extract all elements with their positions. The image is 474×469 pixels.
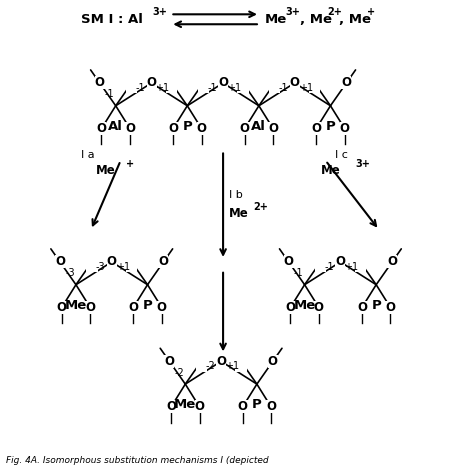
Text: +1: +1 [299,83,313,93]
Text: O: O [194,401,204,413]
Text: +1: +1 [225,361,239,371]
Text: -1: -1 [325,262,334,272]
Text: O: O [107,256,117,268]
Text: Me: Me [320,164,340,177]
Text: -1: -1 [136,83,146,93]
Text: -1: -1 [207,83,217,93]
Text: O: O [164,355,174,368]
Text: O: O [238,76,248,90]
Text: I b: I b [229,190,243,200]
Text: +: + [367,8,375,17]
Text: O: O [290,76,300,90]
Text: P: P [143,299,153,311]
Text: O: O [197,122,207,135]
Text: O: O [283,256,293,268]
Text: O: O [85,301,95,314]
Text: O: O [341,76,351,90]
Text: O: O [387,256,397,268]
Text: O: O [266,401,276,413]
Text: +1: +1 [227,83,241,93]
Text: Me: Me [65,299,87,311]
Text: +1: +1 [155,83,170,93]
Text: -2: -2 [174,368,184,378]
Text: -3: -3 [65,268,75,278]
Text: O: O [270,76,280,90]
Text: Al: Al [108,120,123,133]
Text: P: P [326,120,335,133]
Text: O: O [236,355,246,368]
Text: -2: -2 [205,361,215,371]
Text: O: O [166,76,176,90]
Text: O: O [310,76,319,90]
Text: O: O [125,122,135,135]
Text: O: O [95,76,105,90]
Text: O: O [316,256,326,268]
Text: , Me: , Me [300,13,332,26]
Text: Me: Me [174,398,196,411]
Text: -1: -1 [294,268,303,278]
Text: I a: I a [81,151,94,160]
Text: O: O [311,122,321,135]
Text: 3+: 3+ [356,159,370,169]
Text: O: O [218,76,228,90]
Text: O: O [336,256,346,268]
Text: Me: Me [229,207,249,219]
Text: -1: -1 [105,90,115,99]
Text: O: O [198,76,208,90]
Text: O: O [127,76,137,90]
Text: +1: +1 [344,262,358,272]
Text: -1: -1 [279,83,289,93]
Text: Me: Me [265,13,287,26]
Text: P: P [371,299,381,311]
Text: O: O [127,256,137,268]
Text: O: O [268,355,278,368]
Text: O: O [340,122,350,135]
Text: +: + [126,159,134,169]
Text: O: O [168,122,178,135]
Text: Al: Al [251,120,266,133]
Text: O: O [55,256,65,268]
Text: O: O [196,355,206,368]
Text: SM I : Al: SM I : Al [81,13,143,26]
Text: -3: -3 [96,262,106,272]
Text: O: O [158,256,168,268]
Text: Fig. 4A. Isomorphous substitution mechanisms I (depicted: Fig. 4A. Isomorphous substitution mechan… [6,456,269,465]
Text: O: O [268,122,278,135]
Text: P: P [182,120,192,133]
Text: O: O [285,301,295,314]
Text: O: O [237,401,247,413]
Text: 2+: 2+ [328,8,342,17]
Text: O: O [128,301,138,314]
Text: O: O [357,301,367,314]
Text: O: O [166,401,176,413]
Text: 3+: 3+ [286,8,301,17]
Text: O: O [87,256,97,268]
Text: P: P [252,398,262,411]
Text: 3+: 3+ [153,8,167,17]
Text: Me: Me [293,299,316,311]
Text: O: O [355,256,365,268]
Text: O: O [240,122,250,135]
Text: O: O [157,301,167,314]
Text: I c: I c [336,151,348,160]
Text: Me: Me [96,164,116,177]
Text: O: O [314,301,324,314]
Text: , Me: , Me [339,13,372,26]
Text: O: O [216,355,226,368]
Text: O: O [146,76,156,90]
Text: +1: +1 [116,262,130,272]
Text: O: O [57,301,67,314]
Text: O: O [97,122,107,135]
Text: O: O [385,301,395,314]
Text: 2+: 2+ [253,202,268,212]
